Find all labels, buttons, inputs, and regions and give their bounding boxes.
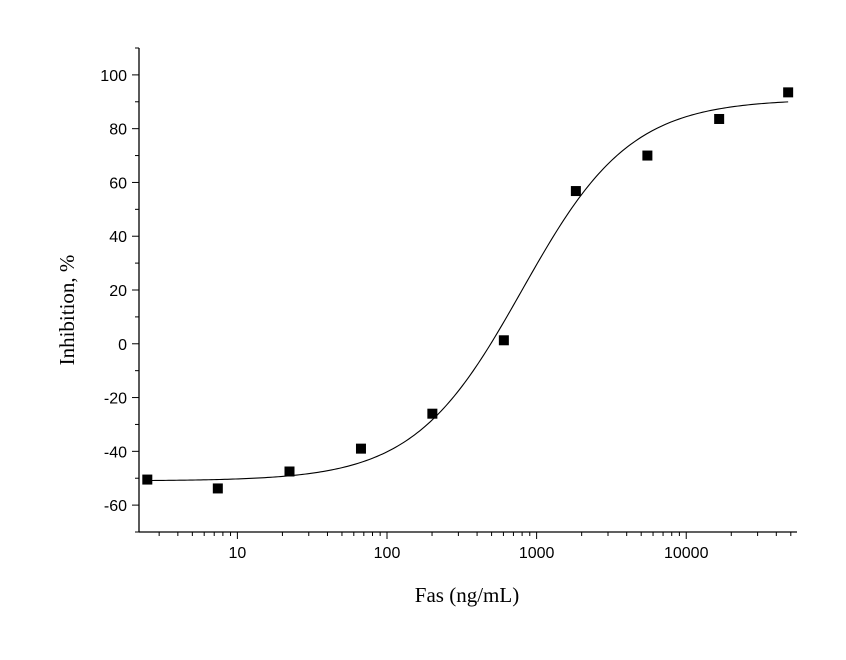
y-tick-label: 40 (109, 229, 127, 246)
y-axis-title: Inhibition, % (55, 255, 79, 366)
data-point (570, 186, 581, 197)
y-tick-label: 60 (109, 175, 127, 192)
data-point (212, 483, 223, 494)
data-point (714, 113, 725, 124)
x-axis-ticks: 10 100 1000 10000 (158, 532, 792, 562)
x-tick-label: 1000 (519, 545, 555, 562)
data-point (284, 466, 295, 477)
x-tick-label: 10 (228, 545, 246, 562)
y-tick-label: -40 (104, 444, 127, 461)
data-point (427, 408, 438, 419)
fit-curve (147, 101, 789, 482)
data-point (498, 335, 509, 346)
data-point (355, 443, 366, 454)
x-tick-label: 10000 (664, 545, 709, 562)
y-axis-ticks: -60 -40 -20 0 20 40 60 80 100 (100, 47, 139, 533)
data-points (142, 87, 794, 494)
y-tick-label: 100 (100, 68, 127, 85)
y-tick-label: 80 (109, 122, 127, 139)
data-point (142, 474, 153, 485)
y-tick-label: -20 (104, 391, 127, 408)
data-point (642, 150, 653, 161)
x-tick-label: 100 (374, 545, 401, 562)
x-axis-title: Fas (ng/mL) (415, 583, 519, 607)
data-point (783, 87, 794, 98)
y-tick-label: -60 (104, 498, 127, 515)
axes (138, 48, 797, 533)
y-tick-label: 20 (109, 283, 127, 300)
y-tick-label: 0 (118, 337, 127, 354)
